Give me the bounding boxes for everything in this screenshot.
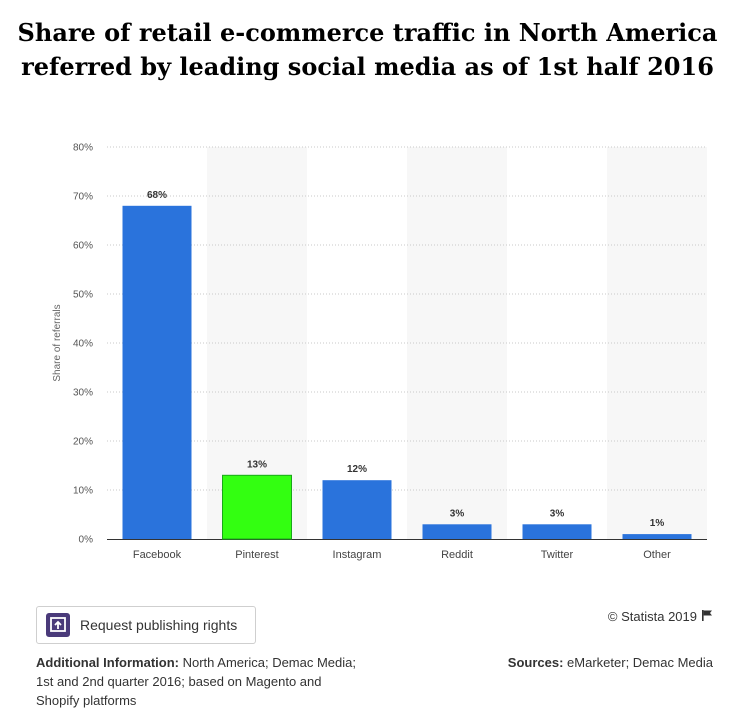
bar-reddit [422,524,492,539]
data-label: 68% [147,190,167,201]
y-tick-label: 80% [73,143,93,154]
bar-twitter [522,524,592,539]
y-tick-label: 0% [79,535,94,546]
publish-icon [46,613,70,637]
data-label: 13% [247,459,267,470]
y-tick-label: 30% [73,388,93,399]
y-tick-label: 10% [73,486,93,497]
chart-title-line-2: referred by leading social media as of 1… [21,52,714,81]
bar-chart: 0% 10% 20% 30% 40% 50% 60% 70% 80% Share of refer… [52,143,707,561]
data-label: 1% [650,518,665,529]
category-label: Twitter [541,549,574,561]
copyright-text: © Statista 2019 [607,609,697,624]
additional-information: Additional Information: North America; D… [36,653,366,710]
copyright-notice[interactable]: © Statista 2019 [608,609,713,624]
sources: Sources: eMarketer; Demac Media [508,653,713,672]
bar-other [622,534,692,539]
sources-heading: Sources: [507,655,564,670]
bar-instagram [322,480,392,539]
additional-information-text: North America; Demac Media; 1st and 2nd … [36,655,357,708]
data-label: 3% [450,508,465,519]
chart-title: Share of retail e-commerce traffic in No… [0,16,735,84]
data-label: 3% [550,508,565,519]
category-label: Facebook [133,549,182,561]
bar-facebook [122,205,192,540]
y-axis-title: Share of referrals [52,304,63,381]
category-label: Reddit [441,549,473,561]
request-publishing-rights-label: Request publishing rights [80,617,238,633]
flag-icon [701,609,713,624]
bar-pinterest [222,474,292,540]
chart-title-line-1: Share of retail e-commerce traffic in No… [17,18,718,47]
category-label: Pinterest [235,549,278,561]
y-tick-label: 50% [73,290,93,301]
y-tick-label: 40% [73,339,93,350]
request-publishing-rights-button[interactable]: Request publishing rights [36,606,256,644]
y-tick-label: 60% [73,241,93,252]
additional-information-heading: Additional Information: [36,655,179,670]
category-label: Other [643,549,671,561]
background-band [407,147,507,539]
data-label: 12% [347,464,367,475]
sources-text: eMarketer; Demac Media [567,655,713,670]
category-label: Instagram [333,549,382,561]
y-tick-label: 70% [73,192,93,203]
y-tick-label: 20% [73,437,93,448]
